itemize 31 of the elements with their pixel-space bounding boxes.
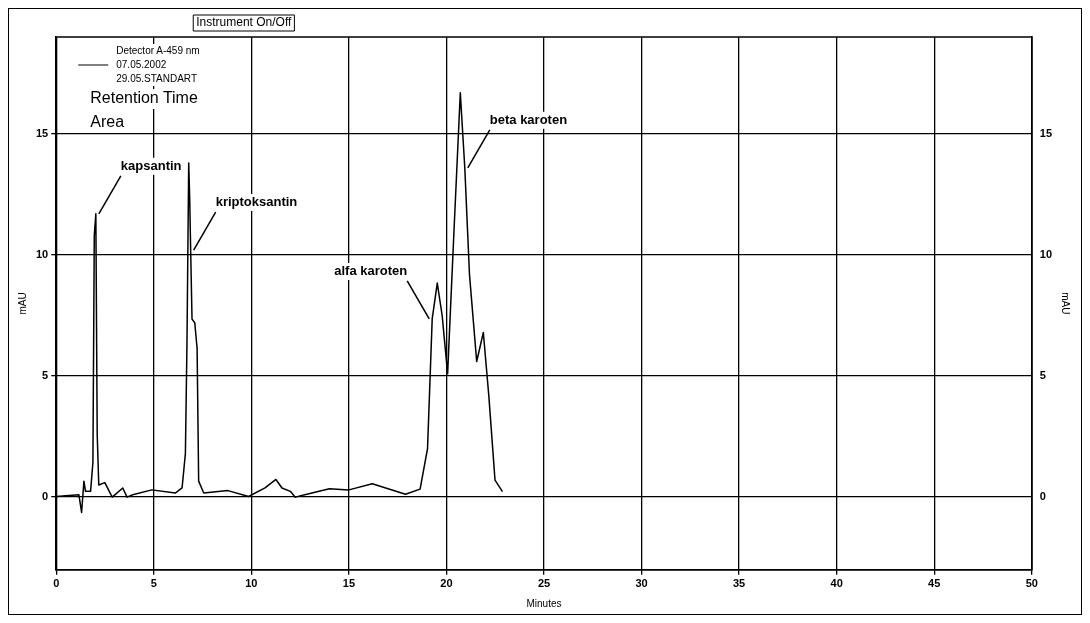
- chart-title: Instrument On/Off: [196, 15, 293, 30]
- y2-tick-label: 0: [1039, 490, 1046, 503]
- x-tick-label: 20: [440, 577, 453, 590]
- annotation: alfa karoten: [334, 262, 408, 278]
- x-tick-label: 10: [245, 577, 258, 590]
- y-tick-label: 10: [35, 247, 49, 260]
- y-tick-label: 5: [42, 369, 49, 382]
- y2-tick-label: 15: [1039, 126, 1053, 139]
- legend-label: 07.05.2002 29.05.STANDART: [116, 58, 198, 84]
- x-axis-title: Minutes: [526, 597, 562, 609]
- annotation: Retention Time: [90, 89, 198, 107]
- annotation: kriptoksantin: [215, 194, 298, 210]
- y-axis-title: mAU: [16, 292, 28, 315]
- legend-title: Detector A-459 nm: [116, 44, 200, 56]
- y-tick-label: 15: [35, 126, 49, 139]
- x-tick-label: 50: [1025, 577, 1038, 590]
- annotation: beta karoten: [489, 111, 568, 127]
- y-tick-label: 0: [42, 490, 49, 503]
- x-tick-label: 40: [830, 577, 843, 590]
- y2-tick-label: 10: [1039, 247, 1053, 260]
- annotation: Area: [90, 113, 125, 131]
- x-tick-label: 45: [928, 577, 941, 590]
- x-tick-label: 30: [635, 577, 648, 590]
- x-tick-label: 35: [732, 577, 746, 590]
- annotation: kapsantin: [120, 157, 182, 173]
- x-tick-label: 0: [53, 577, 60, 590]
- y2-tick-label: 5: [1039, 369, 1046, 382]
- x-tick-label: 25: [537, 577, 551, 590]
- x-tick-label: 15: [342, 577, 356, 590]
- y2-axis-title: mAU: [1060, 292, 1072, 315]
- x-tick-label: 5: [150, 577, 157, 590]
